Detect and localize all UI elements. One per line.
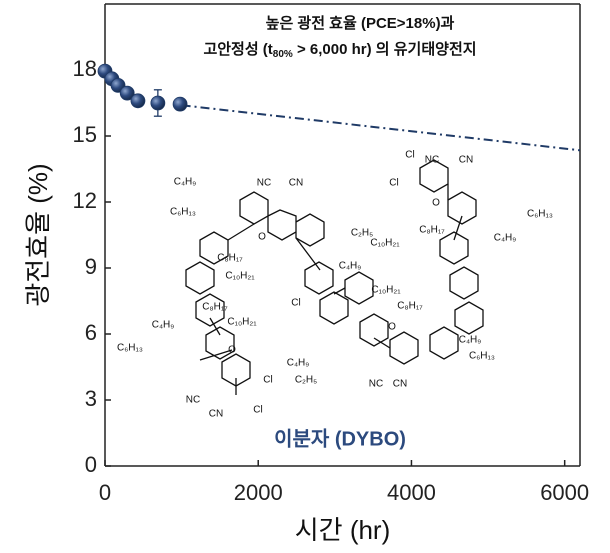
title-part: 고안정성 (t <box>203 40 272 58</box>
structure-label: C₂H₅ <box>295 375 317 386</box>
structure-label: NC <box>369 379 383 390</box>
y-tick-label: 12 <box>73 188 97 213</box>
title-line: 높은 광전 효율 (PCE>18%)과 <box>266 14 455 32</box>
molecule-structure <box>185 159 484 395</box>
structure-label: C₆H₁₃ <box>469 351 495 362</box>
y-tick-label: 3 <box>85 386 97 411</box>
structure-label: C₂H₅ <box>351 228 373 239</box>
data-point <box>172 96 188 112</box>
structure-label: C₄H₉ <box>494 233 517 244</box>
structure-label: C₄H₉ <box>459 335 482 346</box>
structure-label: C₆H₁₃ <box>170 207 196 218</box>
structure-label: O <box>258 232 266 243</box>
title-line: 고안정성 (t80% > 6,000 hr) 의 유기태양전지 <box>203 40 476 60</box>
x-tick-label: 2000 <box>234 480 283 505</box>
structure-label: NC <box>257 178 271 189</box>
y-axis-label: 광전효율 (%) <box>23 163 53 306</box>
title-part: > 6,000 hr) 의 유기태양전지 <box>293 40 477 58</box>
data-point <box>150 95 166 111</box>
molecule-label: 이분자 (DYBO) <box>274 427 406 450</box>
x-axis-label: 시간 (hr) <box>295 515 391 545</box>
structure-label: C₆H₁₃ <box>527 209 553 220</box>
y-tick-label: 18 <box>73 56 97 81</box>
structure-label: Cl <box>291 298 300 309</box>
structure-label: Cl <box>263 375 272 386</box>
structure-label: C₄H₉ <box>339 261 362 272</box>
structure-label: C₆H₁₃ <box>117 343 143 354</box>
structure-label: C₄H₉ <box>174 177 197 188</box>
structure-label: C₁₀H₂₁ <box>370 238 400 249</box>
structure-label: CN <box>209 409 223 420</box>
structure-label: CN <box>289 178 303 189</box>
structure-label: C₄H₉ <box>152 320 175 331</box>
structure-label: O <box>388 322 396 333</box>
structure-label: C₈H₁₇ <box>202 302 228 313</box>
data-point <box>119 85 135 101</box>
structure-label: Cl <box>405 150 414 161</box>
structure-label: C₁₀H₂₁ <box>225 271 255 282</box>
structure-label: O <box>228 345 236 356</box>
structure-label: C₈H₁₇ <box>397 301 423 312</box>
structure-label: C₁₀H₂₁ <box>227 317 257 328</box>
y-tick-label: 15 <box>73 122 97 147</box>
y-tick-label: 9 <box>85 254 97 279</box>
y-tick-label: 6 <box>85 320 97 345</box>
x-tick-label: 4000 <box>387 480 436 505</box>
structure-label: C₈H₁₇ <box>419 225 445 236</box>
structure-label: C₄H₉ <box>287 358 310 369</box>
structure-label: Cl <box>389 178 398 189</box>
structure-label: C₈H₁₇ <box>217 253 243 264</box>
x-tick-label: 0 <box>99 480 111 505</box>
structure-label: CN <box>459 155 473 166</box>
structure-label: O <box>432 198 440 209</box>
structure-label: C₁₀H₂₁ <box>371 285 401 296</box>
x-tick-label: 6000 <box>540 480 589 505</box>
data-point <box>130 93 146 109</box>
structure-label: NC <box>186 395 200 406</box>
structure-label: NC <box>425 155 439 166</box>
trend-line <box>181 104 581 152</box>
structure-label: CN <box>393 379 407 390</box>
structure-label: Cl <box>253 405 262 416</box>
title-part: 80% <box>273 49 293 60</box>
y-tick-label: 0 <box>85 452 97 477</box>
